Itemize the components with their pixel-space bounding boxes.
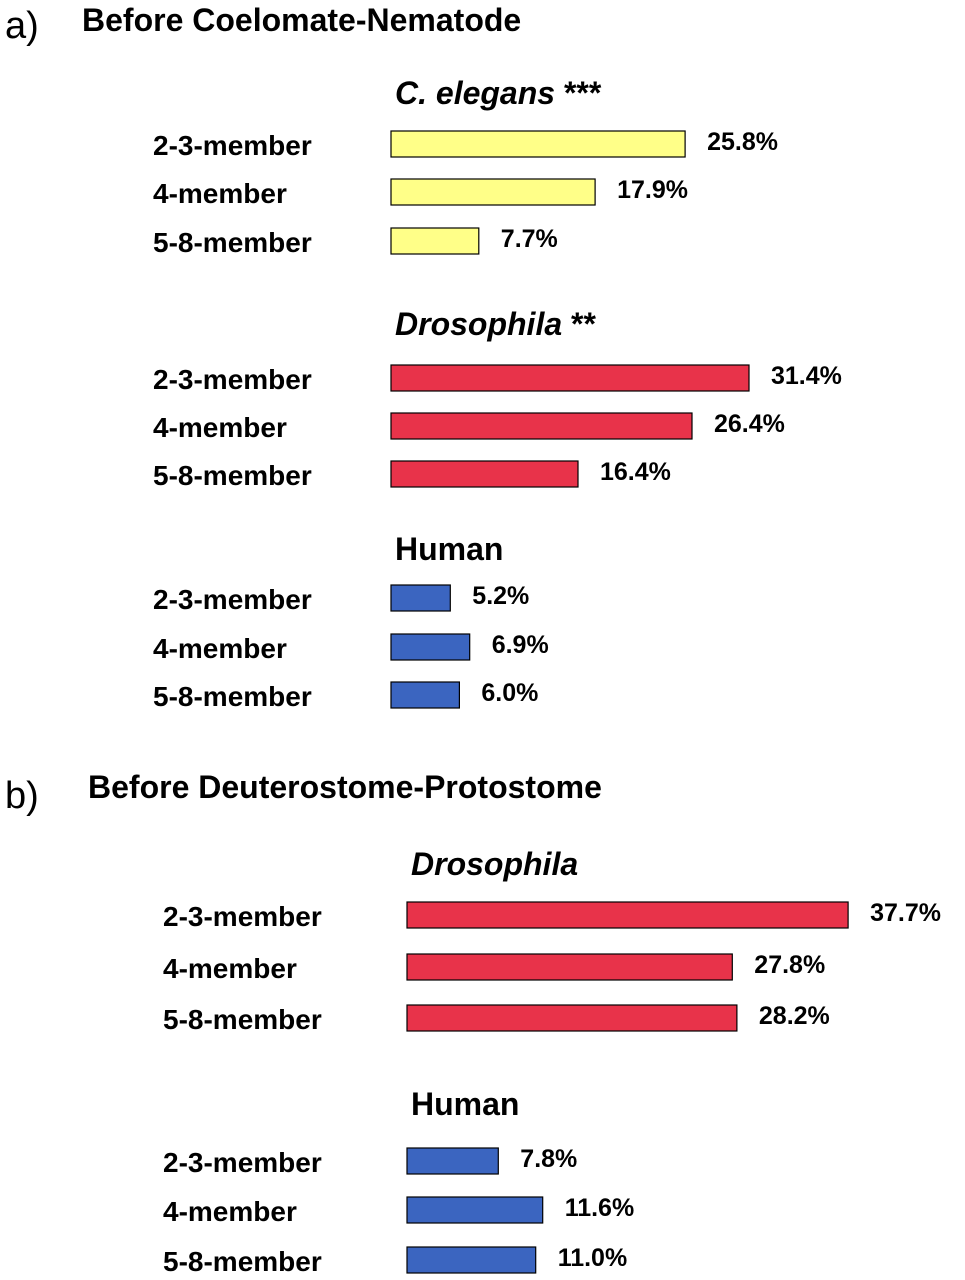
panel-title: Before Deuterostome-Protostome <box>88 769 602 805</box>
panel-b: b) Before Deuterostome-Protostome Drosophi… <box>5 769 941 1277</box>
category-label: 2-3-member <box>153 364 312 395</box>
category-label: 5-8-member <box>153 460 312 491</box>
bar <box>406 1147 499 1175</box>
bar <box>390 412 693 440</box>
bar <box>406 1246 537 1274</box>
bar <box>390 364 750 392</box>
data-label: 31.4% <box>771 362 842 390</box>
category-label: 4-member <box>163 1196 297 1227</box>
bar <box>390 584 451 612</box>
group-title: Human <box>411 1086 519 1122</box>
bar <box>390 130 686 158</box>
group-title: Drosophila ** <box>395 306 596 342</box>
bar <box>406 1196 544 1224</box>
category-label: 5-8-member <box>163 1246 322 1277</box>
panel-letter: b) <box>5 775 39 817</box>
category-label: 2-3-member <box>153 584 312 615</box>
bar <box>390 227 480 255</box>
category-label: 4-member <box>163 953 297 984</box>
data-label: 25.8% <box>707 128 778 156</box>
group-name: Human <box>411 1086 519 1122</box>
bar <box>390 633 471 661</box>
panel-a: a) Before Coelomate-Nematode C. elegans **… <box>5 2 842 712</box>
group-title: C. elegans *** <box>395 75 602 111</box>
group-name: Drosophila <box>395 306 562 342</box>
category-label: 4-member <box>153 633 287 664</box>
group-title: Drosophila <box>411 846 578 882</box>
category-label: 5-8-member <box>153 227 312 258</box>
data-label: 26.4% <box>714 410 785 438</box>
category-label: 2-3-member <box>163 1147 322 1178</box>
data-label: 37.7% <box>870 899 941 927</box>
data-label: 6.0% <box>481 679 538 707</box>
group-title: Human <box>395 531 503 567</box>
category-label: 5-8-member <box>163 1004 322 1035</box>
bar <box>406 1004 738 1032</box>
group-name: Drosophila <box>411 846 578 882</box>
significance-marker: ** <box>562 306 596 342</box>
category-label: 2-3-member <box>163 901 322 932</box>
data-label: 11.0% <box>558 1244 628 1272</box>
data-label: 7.7% <box>501 225 558 253</box>
category-label: 5-8-member <box>153 681 312 712</box>
data-label: 27.8% <box>754 951 825 979</box>
panel-letter: a) <box>5 5 39 47</box>
bar <box>406 901 849 929</box>
group-name: Human <box>395 531 503 567</box>
group-name: C. elegans <box>395 75 555 111</box>
category-label: 4-member <box>153 178 287 209</box>
data-label: 17.9% <box>617 176 688 204</box>
data-label: 11.6% <box>565 1194 635 1222</box>
data-label: 7.8% <box>520 1145 577 1173</box>
bar <box>390 460 579 488</box>
category-label: 2-3-member <box>153 130 312 161</box>
bar <box>390 681 461 709</box>
bar <box>390 178 596 206</box>
significance-marker: *** <box>555 75 602 111</box>
category-label: 4-member <box>153 412 287 443</box>
panel-title: Before Coelomate-Nematode <box>82 2 521 38</box>
data-label: 5.2% <box>472 582 529 610</box>
bar <box>406 953 733 981</box>
data-label: 6.9% <box>492 631 549 659</box>
data-label: 28.2% <box>759 1002 830 1030</box>
data-label: 16.4% <box>600 458 671 486</box>
